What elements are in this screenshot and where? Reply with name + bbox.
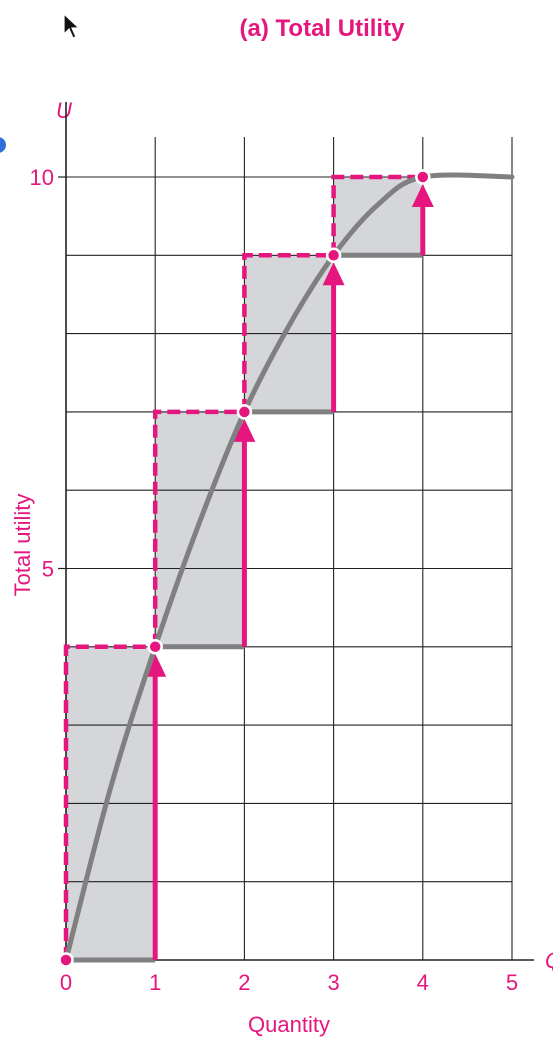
step-dashed-outline-3 [331,174,423,256]
x-tick-label: 3 [327,970,339,995]
x-tick-label: 2 [238,970,250,995]
y-tick-label: 10 [30,165,54,190]
data-point-2 [236,404,253,420]
tick-labels: 0 1 2 3 4 5 5 10 [30,165,519,995]
step-arrowhead-3 [411,184,434,207]
data-point-4 [415,169,431,185]
x-tick-label: 0 [60,970,72,995]
y-axis-symbol: U [56,98,72,123]
y-axis-label: Total utility [10,494,35,597]
x-tick-label: 4 [417,970,429,995]
x-tick-label: 1 [149,970,161,995]
y-tick-label: 5 [42,557,54,582]
point-layer [58,169,431,968]
data-point-0 [58,952,74,968]
step-arrowhead-2 [322,262,345,286]
data-point-1 [147,639,163,655]
x-axis-label: Quantity [248,1012,330,1037]
data-point-3 [325,247,342,264]
step-outlines [63,174,434,963]
x-axis-symbol: Q [545,948,553,973]
edge-marker [0,137,6,153]
x-tick-label: 5 [506,970,518,995]
chart-title: (a) Total Utility [240,15,406,42]
step-dashed-outline-2 [242,253,334,412]
step-arrowhead-1 [233,418,256,442]
arrow-cursor-icon [63,12,81,39]
step-dashed-outline-1 [152,409,245,647]
step-shade-3 [333,177,423,256]
step-dashed-outline-0 [63,644,156,960]
